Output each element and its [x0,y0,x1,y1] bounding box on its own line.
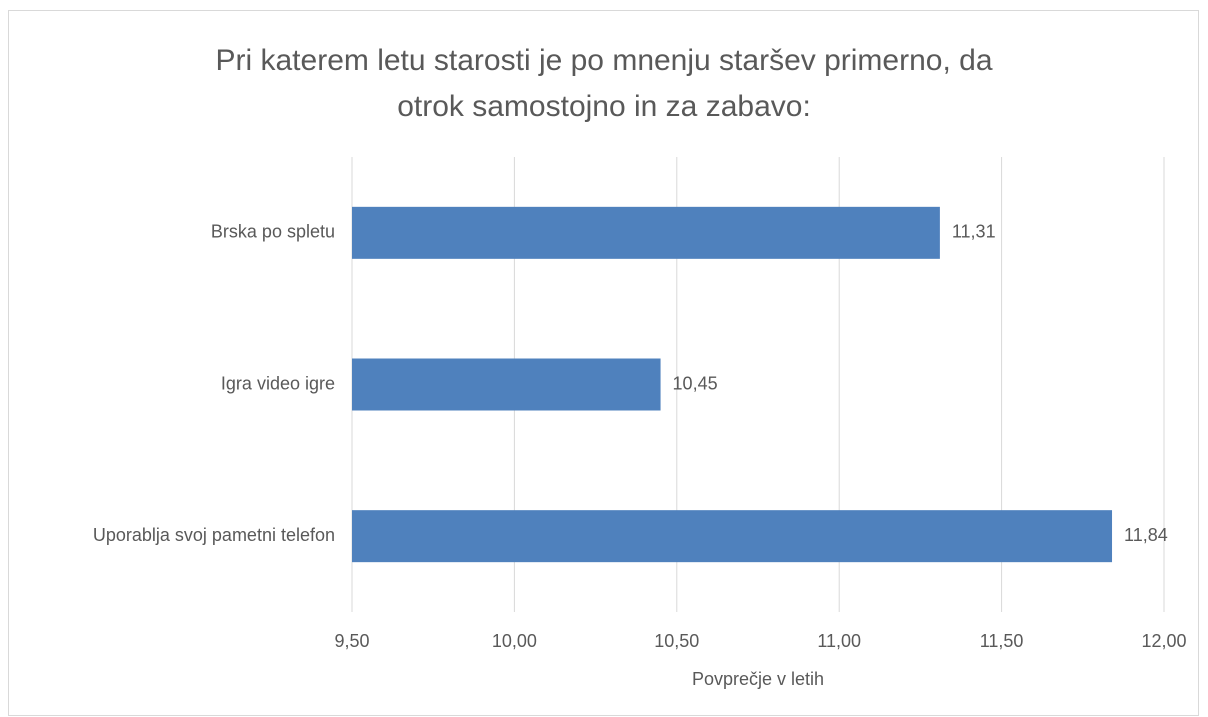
data-label: 10,45 [673,373,718,393]
x-tick-label: 10,00 [492,631,537,651]
x-tick-label: 12,00 [1141,631,1186,651]
x-tick-label: 11,50 [980,631,1024,651]
bar [352,510,1113,563]
bar [352,358,661,411]
bar [352,206,940,259]
y-tick-label: Uporablja svoj pametni telefon [93,525,335,545]
y-tick-label: Igra video igre [221,373,335,393]
x-tick-label: 10,50 [654,631,699,651]
x-tick-label: 11,00 [817,631,861,651]
x-tick-label: 9,50 [334,631,369,651]
chart-title: Pri katerem letu starosti je po mnenju s… [216,44,993,77]
data-label: 11,31 [952,222,996,242]
data-label: 11,84 [1124,525,1168,545]
y-tick-label: Brska po spletu [211,222,335,242]
x-axis-title: Povprečje v letih [692,669,824,689]
chart-title: otrok samostojno in za zabavo: [397,90,811,123]
